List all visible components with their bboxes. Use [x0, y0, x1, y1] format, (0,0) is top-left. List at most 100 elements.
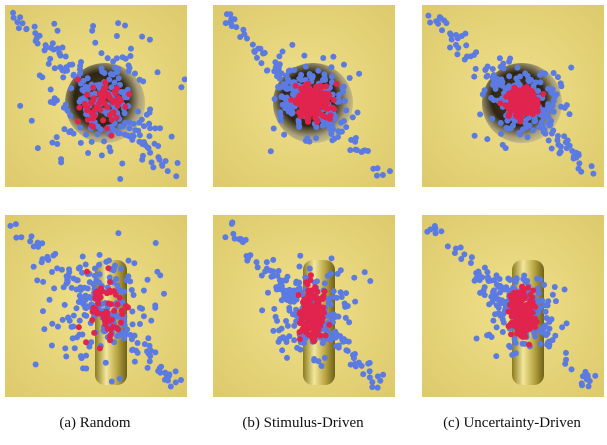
- gaze-point: [443, 20, 449, 26]
- gaze-point: [122, 23, 128, 29]
- gaze-point: [50, 40, 56, 46]
- gaze-point: [307, 266, 313, 272]
- gaze-point: [70, 323, 76, 329]
- gaze-point: [87, 279, 93, 285]
- fixation-point: [511, 84, 517, 90]
- gaze-point: [109, 378, 115, 384]
- gaze-point: [276, 53, 282, 59]
- gaze-point: [32, 24, 38, 30]
- gaze-point: [78, 140, 84, 146]
- gaze-point: [328, 131, 334, 137]
- gaze-point: [546, 326, 552, 332]
- gaze-point: [119, 160, 125, 166]
- gaze-point: [48, 87, 54, 93]
- gaze-point: [582, 369, 588, 375]
- image-panel: [5, 215, 187, 397]
- caption: (b) Stimulus-Driven: [242, 415, 364, 431]
- fixation-point: [102, 80, 108, 86]
- gaze-point: [576, 166, 582, 172]
- gaze-point: [531, 330, 537, 336]
- gaze-point: [77, 318, 83, 324]
- gaze-point: [330, 294, 336, 300]
- gaze-point: [148, 318, 154, 324]
- gaze-point: [57, 64, 63, 70]
- gaze-point: [146, 133, 152, 139]
- gaze-point: [117, 331, 123, 337]
- fixation-point: [312, 284, 318, 290]
- gaze-point: [279, 71, 285, 77]
- fixation-point: [126, 91, 132, 97]
- gaze-point: [34, 35, 40, 41]
- gaze-point: [270, 328, 276, 334]
- fixation-point: [91, 330, 97, 336]
- gaze-point: [146, 351, 152, 357]
- fixation-point: [76, 105, 82, 111]
- gaze-point: [259, 272, 265, 278]
- fixation-point: [75, 118, 81, 124]
- gaze-point: [362, 269, 368, 275]
- gaze-point: [49, 269, 55, 275]
- gaze-point: [270, 257, 276, 263]
- gaze-point: [77, 293, 83, 299]
- gaze-point: [63, 353, 69, 359]
- gaze-point: [137, 321, 143, 327]
- gaze-point: [360, 371, 366, 377]
- gaze-point: [424, 229, 430, 235]
- gaze-point: [122, 332, 128, 338]
- gaze-point: [62, 302, 68, 308]
- gaze-point: [63, 281, 69, 287]
- gaze-point: [51, 285, 57, 291]
- gaze-point: [490, 318, 496, 324]
- gaze-point: [81, 299, 87, 305]
- gaze-point: [438, 16, 444, 22]
- gaze-point: [290, 110, 296, 116]
- gaze-point: [60, 74, 66, 80]
- fixation-point: [305, 85, 311, 91]
- gaze-point: [105, 55, 111, 61]
- fixation-point: [90, 305, 96, 311]
- gaze-point: [552, 333, 558, 339]
- fixation-point: [112, 88, 118, 94]
- gaze-point: [497, 55, 503, 61]
- fixation-point: [510, 90, 516, 96]
- gaze-point: [435, 21, 441, 27]
- gaze-point: [152, 349, 158, 355]
- fixation-point: [97, 91, 103, 97]
- gaze-point: [265, 290, 271, 296]
- gaze-point: [445, 243, 451, 249]
- gaze-point: [117, 176, 123, 182]
- gaze-point: [135, 108, 141, 114]
- gaze-point: [291, 337, 297, 343]
- gaze-point: [97, 271, 103, 277]
- gaze-point: [129, 347, 135, 353]
- fixation-point: [307, 301, 313, 307]
- fixation-point: [105, 326, 111, 332]
- gaze-point: [130, 132, 136, 138]
- gaze-point: [484, 136, 490, 142]
- gaze-point: [351, 275, 357, 281]
- gaze-point: [43, 42, 49, 48]
- gaze-point: [343, 107, 349, 113]
- gaze-point: [343, 315, 349, 321]
- gaze-point: [34, 277, 40, 283]
- fixation-point: [333, 81, 339, 87]
- gaze-point: [314, 278, 320, 284]
- gaze-point: [304, 135, 310, 141]
- gaze-point: [83, 262, 89, 268]
- gaze-point: [455, 35, 461, 41]
- gaze-point: [135, 340, 141, 346]
- gaze-point: [433, 230, 439, 236]
- gaze-point: [463, 42, 469, 48]
- fixation-point: [305, 293, 311, 299]
- fixation-point: [315, 296, 321, 302]
- fixation-point: [330, 105, 336, 111]
- fixation-point: [509, 321, 515, 327]
- fixation-point: [114, 115, 120, 121]
- gaze-point: [352, 299, 358, 305]
- gaze-point: [592, 373, 598, 379]
- gaze-point: [352, 361, 358, 367]
- gaze-point: [155, 69, 161, 75]
- gaze-point: [336, 345, 342, 351]
- gaze-point: [502, 86, 508, 92]
- gaze-point: [367, 278, 373, 284]
